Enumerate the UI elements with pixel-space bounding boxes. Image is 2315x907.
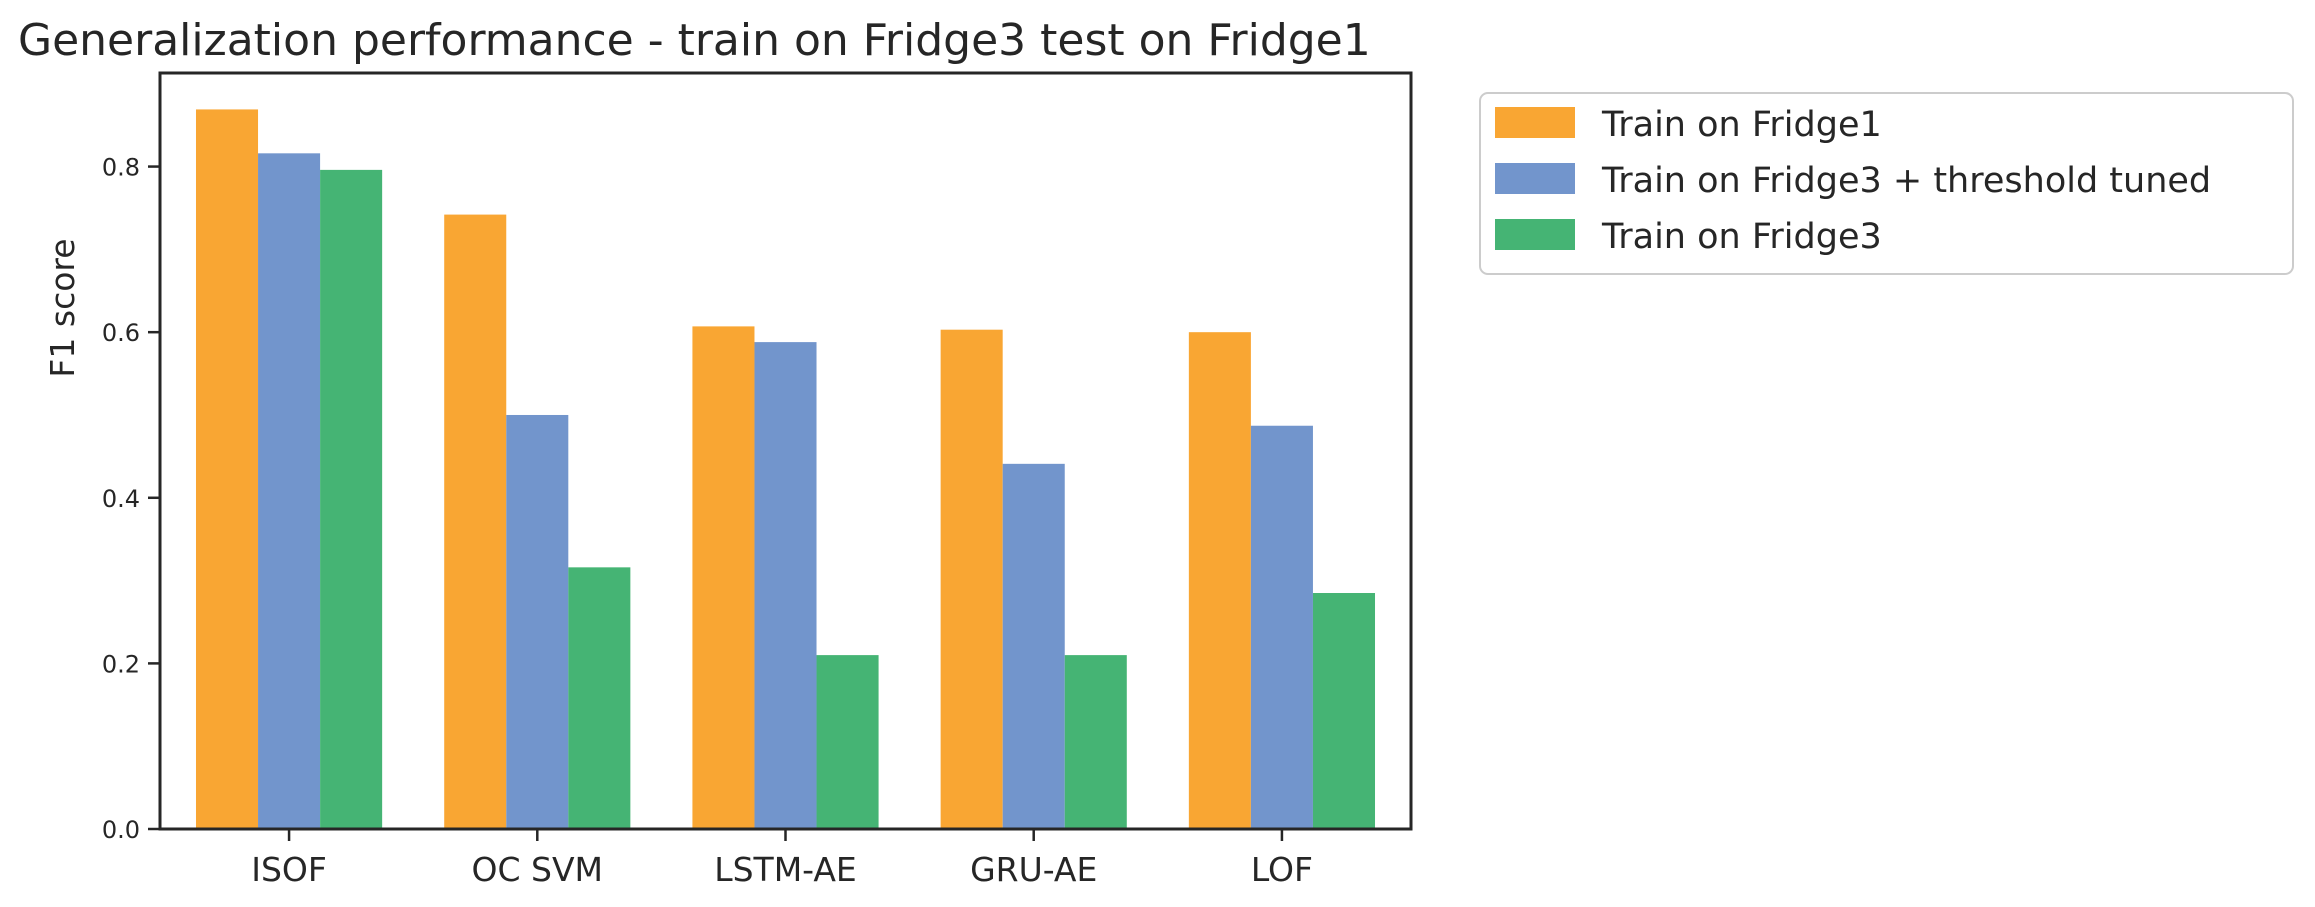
legend-box [1479,92,2294,275]
bar [1002,463,1065,829]
legend-label: Train on Fridge3 [1601,217,1882,257]
x-axis-ticks: ISOF OC SVM LSTM-AE GRU-AE LOF [251,829,1313,889]
bar [1250,425,1313,829]
y-tick-label: 0.8 [102,154,140,182]
legend-swatch [1495,219,1575,250]
y-tick-label: 0.4 [102,485,140,513]
bar [1064,655,1127,829]
y-axis-label: F1 score [43,238,82,377]
bar [1312,593,1376,829]
y-axis-ticks: 0.0 0.2 0.4 0.6 0.8 [102,154,160,844]
bar [692,326,755,829]
bar [568,567,631,829]
bar [816,655,879,829]
bar [258,153,321,829]
bar [754,342,817,829]
legend-label: Train on Fridge3 + threshold tuned [1601,161,2211,201]
bar [444,214,507,830]
chart-title: Generalization performance - train on Fr… [18,15,1371,66]
x-tick-label: LOF [1251,850,1313,889]
y-tick-label: 0.2 [102,650,140,678]
legend: Train on Fridge1 Train on Fridge3 + thres… [1479,92,2294,275]
bar [1188,332,1251,829]
x-tick-label: GRU-AE [970,850,1097,889]
x-tick-label: OC SVM [472,850,604,889]
y-tick-label: 0.0 [102,816,140,844]
legend-items: Train on Fridge1 Train on Fridge3 + thres… [1495,105,2211,257]
bars-layer [195,109,1376,830]
bar [195,109,259,830]
legend-swatch [1495,163,1575,194]
legend-swatch [1495,107,1575,138]
legend-label: Train on Fridge1 [1601,105,1882,145]
plot-frame [158,71,1413,831]
bar [940,329,1003,829]
bar [506,414,569,829]
bar [320,169,383,829]
y-tick-label: 0.6 [102,319,140,347]
x-tick-label: LSTM-AE [714,850,857,889]
x-tick-label: ISOF [251,850,327,889]
